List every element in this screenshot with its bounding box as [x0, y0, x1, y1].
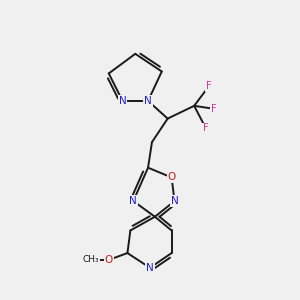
Text: N: N — [144, 96, 152, 106]
Text: CH₃: CH₃ — [83, 255, 99, 264]
Text: N: N — [171, 196, 178, 206]
Text: F: F — [206, 81, 212, 91]
Text: F: F — [211, 104, 217, 114]
Text: N: N — [129, 196, 137, 206]
Text: F: F — [203, 123, 209, 134]
Text: N: N — [146, 263, 154, 273]
Text: O: O — [167, 172, 176, 182]
Text: O: O — [105, 255, 113, 265]
Text: N: N — [118, 96, 126, 106]
